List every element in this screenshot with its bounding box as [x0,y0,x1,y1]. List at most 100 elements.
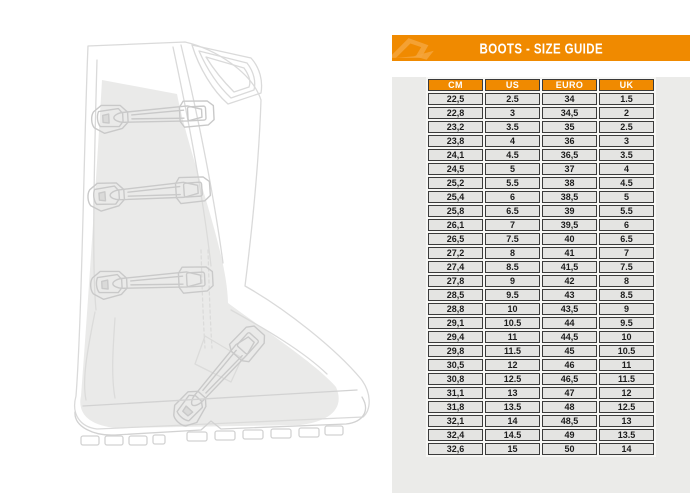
table-cell: 25,4 [428,191,483,203]
table-row: 29,8 11.5 45 10.5 [428,345,654,357]
table-cell: 39 [542,205,597,217]
table-row: 23,8 4 36 3 [428,135,654,147]
table-row: 27,8 9 42 8 [428,275,654,287]
table-row: 25,8 6.5 39 5.5 [428,205,654,217]
table-cell: 13.5 [599,429,654,441]
table-cell: 36,5 [542,149,597,161]
table-cell: 9 [599,303,654,315]
table-row: 30,5 12 46 11 [428,359,654,371]
table-cell: 5.5 [485,177,540,189]
table-cell: 12.5 [599,401,654,413]
table-cell: 44,5 [542,331,597,343]
table-cell: 5 [485,163,540,175]
table-cell: 4.5 [485,149,540,161]
table-cell: 9 [485,275,540,287]
size-guide-body: CM US EURO UK 22,5 2.5 34 1.5 22,8 3 34,5 2 23,2… [392,77,690,493]
table-cell: 49 [542,429,597,441]
table-cell: 10 [485,303,540,315]
table-cell: 10.5 [485,317,540,329]
table-cell: 2 [599,107,654,119]
table-cell: 44 [542,317,597,329]
table-cell: 38,5 [542,191,597,203]
table-cell: 42 [542,275,597,287]
table-cell: 8.5 [485,261,540,273]
table-cell: 24,1 [428,149,483,161]
table-cell: 31,1 [428,387,483,399]
table-cell: 28,5 [428,289,483,301]
table-row: 31,8 13.5 48 12.5 [428,401,654,413]
table-row: 29,1 10.5 44 9.5 [428,317,654,329]
motocross-boot-drawing-icon [74,41,370,446]
table-row: 31,1 13 47 12 [428,387,654,399]
table-cell: 11 [485,331,540,343]
table-row: 26,1 7 39,5 6 [428,219,654,231]
table-row: 32,4 14.5 49 13.5 [428,429,654,441]
boot-illustration [55,18,385,473]
table-cell: 48 [542,401,597,413]
table-cell: 5 [599,191,654,203]
table-cell: 25,8 [428,205,483,217]
table-row: 32,1 14 48,5 13 [428,415,654,427]
table-cell: 23,2 [428,121,483,133]
table-cell: 11 [599,359,654,371]
table-cell: 4 [599,163,654,175]
table-cell: 22,5 [428,93,483,105]
table-row: 30,8 12.5 46,5 11.5 [428,373,654,385]
table-row: 29,4 11 44,5 10 [428,331,654,343]
column-header-euro: EURO [542,79,597,91]
table-cell: 26,1 [428,219,483,231]
table-cell: 26,5 [428,233,483,245]
table-cell: 27,4 [428,261,483,273]
table-cell: 46,5 [542,373,597,385]
table-cell: 31,8 [428,401,483,413]
table-cell: 48,5 [542,415,597,427]
size-conversion-table: CM US EURO UK 22,5 2.5 34 1.5 22,8 3 34,5 2 23,2… [426,77,656,457]
table-cell: 27,8 [428,275,483,287]
table-cell: 13 [485,387,540,399]
table-cell: 6.5 [599,233,654,245]
table-cell: 35 [542,121,597,133]
column-header-cm: CM [428,79,483,91]
column-header-uk: UK [599,79,654,91]
table-cell: 2.5 [485,93,540,105]
table-row: 25,4 6 38,5 5 [428,191,654,203]
table-cell: 15 [485,443,540,455]
brand-arrow-logo-icon [392,38,434,60]
table-row: 32,6 15 50 14 [428,443,654,455]
table-cell: 29,4 [428,331,483,343]
table-row: 24,5 5 37 4 [428,163,654,175]
table-row: 27,4 8.5 41,5 7.5 [428,261,654,273]
size-guide-header: BOOTS - SIZE GUIDE [392,35,690,61]
table-cell: 32,4 [428,429,483,441]
table-cell: 3.5 [485,121,540,133]
table-cell: 14 [485,415,540,427]
table-cell: 14 [599,443,654,455]
table-row: 28,5 9.5 43 8.5 [428,289,654,301]
table-cell: 9.5 [599,317,654,329]
table-cell: 2.5 [599,121,654,133]
table-cell: 7 [485,219,540,231]
table-cell: 30,5 [428,359,483,371]
table-cell: 10 [599,331,654,343]
table-cell: 45 [542,345,597,357]
table-cell: 24,5 [428,163,483,175]
table-cell: 38 [542,177,597,189]
page-title: BOOTS - SIZE GUIDE [479,39,603,57]
table-cell: 40 [542,233,597,245]
size-guide-panel: BOOTS - SIZE GUIDE CM US EURO UK 22,5 2.5… [392,35,690,493]
table-cell: 11.5 [485,345,540,357]
table-cell: 6 [485,191,540,203]
table-cell: 23,8 [428,135,483,147]
table-cell: 28,8 [428,303,483,315]
table-cell: 29,1 [428,317,483,329]
table-row: 28,8 10 43,5 9 [428,303,654,315]
table-cell: 8 [599,275,654,287]
table-cell: 47 [542,387,597,399]
table-cell: 9.5 [485,289,540,301]
table-row: 27,2 8 41 7 [428,247,654,259]
column-header-us: US [485,79,540,91]
table-cell: 14.5 [485,429,540,441]
table-cell: 8 [485,247,540,259]
boot-shading [80,80,339,428]
